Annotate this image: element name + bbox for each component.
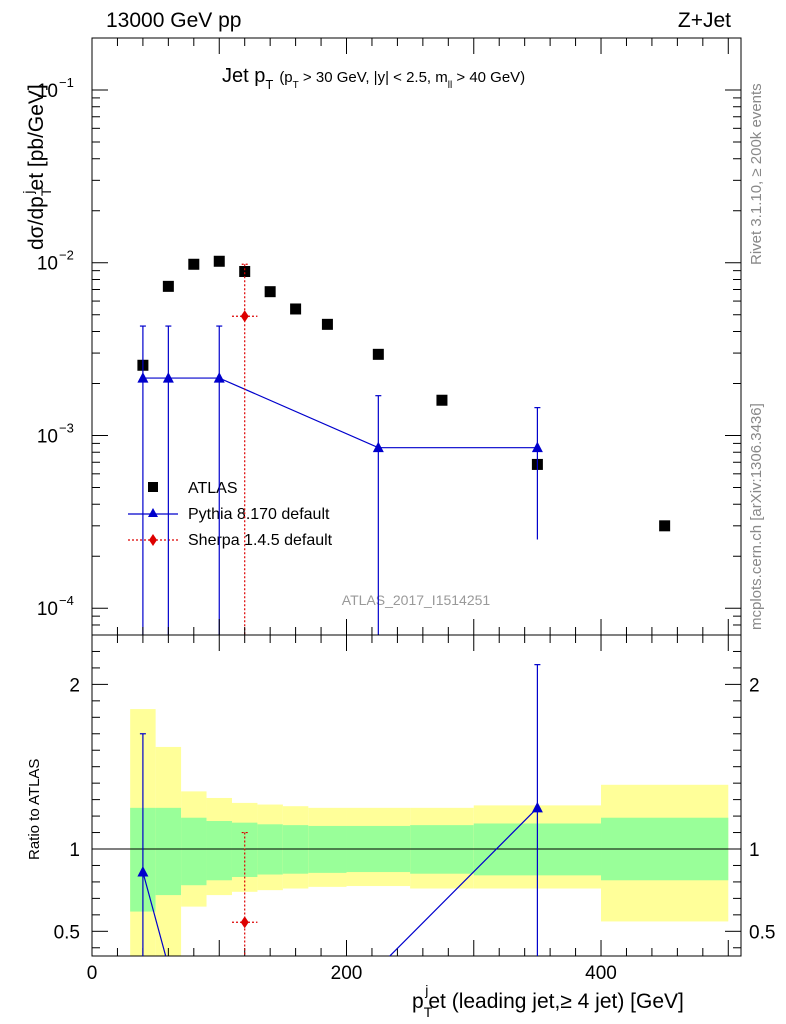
main-title-jet: Jet p xyxy=(222,65,265,87)
side-label-bottom: mcplots.cern.ch [arXiv:1306.3436] xyxy=(748,403,765,630)
legend-atlas-label: ATLAS xyxy=(188,480,238,497)
ratio-xlabel: pTjet (leading jet,≥ 4 jet) [GeV] xyxy=(412,982,684,1020)
main-series xyxy=(137,255,671,635)
main-title-jet-sub: T xyxy=(265,77,273,92)
main-y-tick-label-2: 10 xyxy=(37,426,58,447)
ratio-y-ticks: 0.5 0.5 1 1 2 2 xyxy=(54,650,775,949)
atlas-marker-7 xyxy=(321,318,333,330)
legend: ATLAS Pythia 8.170 default Sherpa 1.4.5 … xyxy=(128,480,333,549)
x-tick-label-2: 400 xyxy=(585,963,617,984)
legend-atlas-marker xyxy=(148,482,158,492)
atlas-marker-4 xyxy=(239,265,251,277)
ratio-pythia-marker-4 xyxy=(531,801,543,813)
legend-pythia-marker xyxy=(148,508,158,517)
main-title-detail-rest: > 30 GeV, |y| < 2.5, m xyxy=(299,69,448,86)
ratio-series-pythia xyxy=(137,664,543,956)
sherpa-marker-0 xyxy=(240,310,249,323)
main-ylabel: dσ/dpTjet [pb/GeV] xyxy=(20,84,54,250)
main-title-detail-sub2: ll xyxy=(448,80,452,91)
pythia-marker-2 xyxy=(213,372,225,383)
legend-sherpa-label: Sherpa 1.4.5 default xyxy=(188,532,333,549)
main-y-tick-label-1: 10 xyxy=(37,254,58,275)
main-ylabel-sup: j xyxy=(20,190,36,194)
ratio-frame xyxy=(91,634,742,957)
main-ylabel-sub: T xyxy=(38,187,54,196)
pythia-marker-1 xyxy=(162,372,174,383)
main-y-tick-exp-0: −1 xyxy=(59,75,74,90)
main-ylabel-b: et [pb/GeV] xyxy=(25,84,48,190)
main-ylabel-a: dσ/dp xyxy=(25,196,48,250)
ratio-series xyxy=(137,664,543,956)
ratio-y-tick-label-right-1: 1 xyxy=(749,840,760,861)
atlas-marker-11 xyxy=(659,520,671,532)
main-y-tick-label-3: 10 xyxy=(37,599,58,620)
series-sherpa xyxy=(231,263,258,635)
ratio-panel: 0 200 400 0.5 0.5 1 1 2 2 xyxy=(54,38,775,984)
green-band-1 xyxy=(155,807,182,896)
ratio-series-sherpa xyxy=(231,831,258,956)
legend-pythia-label: Pythia 8.170 default xyxy=(188,506,330,523)
ratio-uncertainty-bands xyxy=(130,709,729,956)
atlas-marker-2 xyxy=(188,258,200,270)
pythia-marker-0 xyxy=(137,372,149,383)
pythia-marker-4 xyxy=(531,441,543,453)
atlas-marker-1 xyxy=(162,280,174,292)
ratio-pythia-marker-0 xyxy=(137,866,149,877)
ratio-xlabel-b: et (leading jet,≥ 4 jet) [GeV] xyxy=(428,990,684,1013)
energy-label: 13000 GeV pp xyxy=(106,9,241,32)
atlas-marker-5 xyxy=(264,286,276,298)
ratio-sherpa-marker-0 xyxy=(240,916,249,929)
main-y-tick-label-0: 10 xyxy=(37,81,58,102)
main-title-detail-sub: T xyxy=(293,80,299,91)
ratio-y-tick-label-right-0: 0.5 xyxy=(749,922,775,943)
main-y-tick-exp-2: −3 xyxy=(59,420,74,435)
x-ticks: 0 200 400 xyxy=(87,38,729,984)
legend-sherpa-marker xyxy=(149,534,157,546)
main-title-detail-end: > 40 GeV) xyxy=(452,69,525,86)
pythia-line xyxy=(142,377,538,449)
x-tick-label-0: 0 xyxy=(87,963,98,984)
atlas-marker-3 xyxy=(213,255,225,267)
main-panel: 10−110−210−310−4 xyxy=(37,37,742,636)
series-pythia xyxy=(137,325,543,635)
ratio-y-tick-label-1: 1 xyxy=(69,840,80,861)
green-band-2 xyxy=(181,817,207,886)
atlas-marker-9 xyxy=(436,394,448,406)
pythia-marker-3 xyxy=(372,441,384,453)
analysis-watermark: ATLAS_2017_I1514251 xyxy=(342,592,491,608)
main-title: Jet pT (pT > 30 GeV, |y| < 2.5, mll > 40 … xyxy=(222,65,525,92)
ratio-y-tick-label-right-2: 2 xyxy=(749,675,760,696)
ratio-xlabel-sup: j xyxy=(424,982,428,998)
atlas-marker-6 xyxy=(290,303,302,315)
process-label: Z+Jet xyxy=(678,9,731,32)
ratio-y-tick-label-2: 2 xyxy=(69,675,80,696)
green-band-3 xyxy=(206,821,232,881)
x-tick-label-1: 200 xyxy=(331,963,363,984)
main-y-tick-exp-3: −4 xyxy=(59,593,74,608)
ratio-y-tick-label-0: 0.5 xyxy=(54,922,80,943)
main-title-detail: (p xyxy=(279,69,292,86)
ratio-pythia-line xyxy=(142,807,538,956)
side-label-top: Rivet 3.1.10, ≥ 200k events xyxy=(748,83,765,265)
main-y-tick-exp-1: −2 xyxy=(59,248,74,263)
ratio-ylabel: Ratio to ATLAS xyxy=(26,759,43,860)
ratio-xlabel-sub: T xyxy=(424,1004,433,1020)
main-y-ticks: 10−110−210−310−4 xyxy=(37,37,741,636)
atlas-marker-8 xyxy=(372,348,384,360)
ratio-xlabel-a: p xyxy=(412,990,424,1013)
